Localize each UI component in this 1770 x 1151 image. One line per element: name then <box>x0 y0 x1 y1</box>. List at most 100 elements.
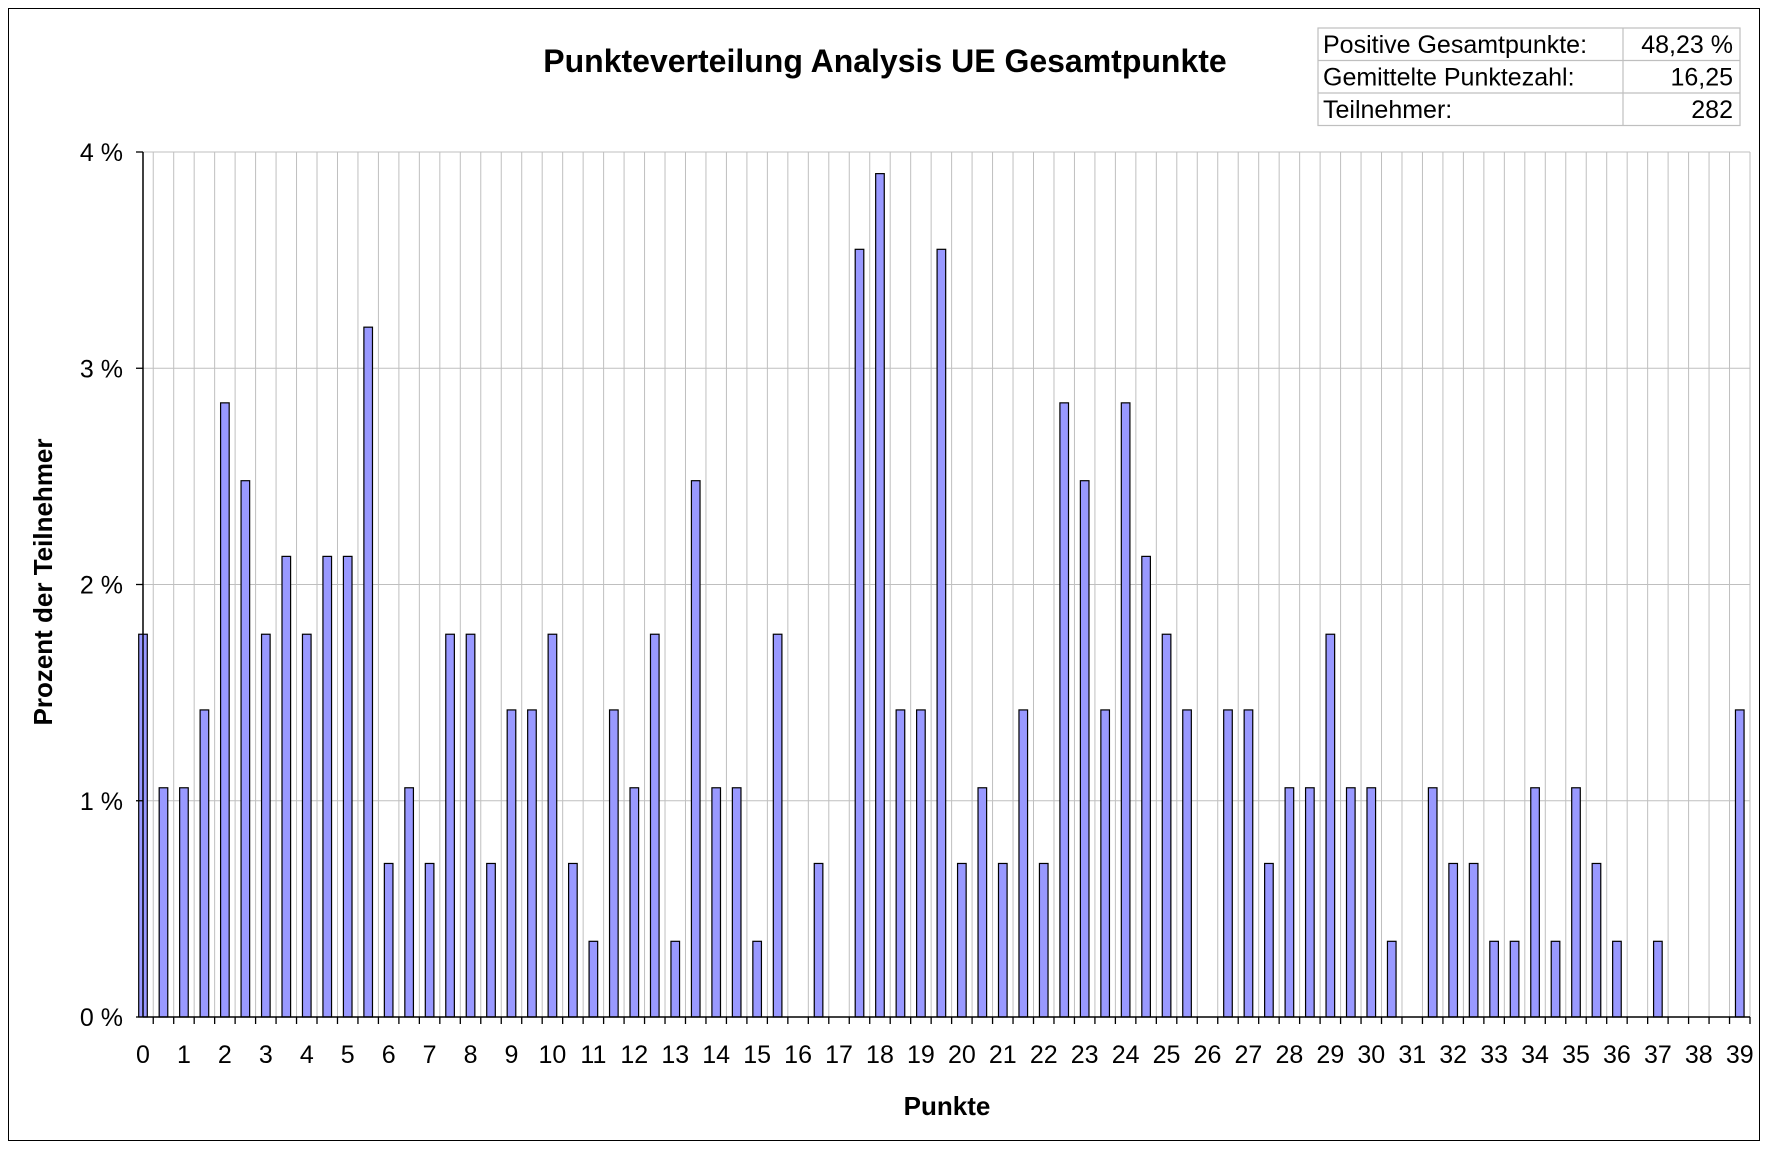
bar <box>1141 555 1151 1018</box>
x-tick-label: 24 <box>1112 1041 1140 1069</box>
x-tick-label: 5 <box>341 1041 355 1069</box>
tick-labels: 0 %1 %2 %3 %4 %0 1 2 3 4 5 6 7 8 9 10 11 12 13 14 15 16 1… <box>80 139 1754 1069</box>
bar <box>1120 402 1131 1018</box>
bars <box>138 173 1745 1018</box>
bar <box>956 862 967 1018</box>
bar <box>936 248 947 1018</box>
x-tick-label: 1 <box>177 1041 191 1069</box>
x-tick-label: 13 <box>661 1041 689 1069</box>
bar <box>1284 787 1295 1018</box>
bar <box>670 940 681 1018</box>
x-tick-label: 7 <box>423 1041 437 1069</box>
y-axis-title: Prozent der Teilnehmer <box>28 438 58 725</box>
bar <box>711 787 722 1018</box>
x-tick-label: 28 <box>1275 1041 1303 1069</box>
x-tick-label: 37 <box>1644 1041 1672 1069</box>
chart-title: Punkteverteilung Analysis UE Gesamtpunkt… <box>543 43 1226 79</box>
stats-value: 282 <box>1691 96 1733 124</box>
x-tick-label: 22 <box>1030 1041 1058 1069</box>
bar <box>1182 709 1192 1018</box>
stats-table-border <box>1317 27 1741 127</box>
bar <box>690 480 701 1018</box>
stats-value: 16,25 <box>1670 64 1733 92</box>
bar <box>1345 787 1356 1018</box>
bar <box>649 633 660 1018</box>
bar <box>527 709 537 1018</box>
x-tick-label: 30 <box>1357 1041 1385 1069</box>
bar <box>1366 787 1377 1018</box>
y-tick-label: 1 % <box>80 788 123 816</box>
x-tick-label: 0 <box>136 1041 150 1069</box>
x-tick-label: 2 <box>218 1041 232 1069</box>
bar <box>1161 633 1172 1018</box>
x-tick-label: 31 <box>1398 1041 1426 1069</box>
axes <box>136 151 1751 1024</box>
bar <box>506 709 517 1018</box>
y-tick-label: 0 % <box>80 1004 123 1032</box>
bar <box>1079 480 1090 1018</box>
x-tick-label: 38 <box>1685 1041 1713 1069</box>
bar <box>854 248 865 1018</box>
x-tick-label: 20 <box>948 1041 976 1069</box>
bar <box>199 709 210 1018</box>
bar <box>404 787 415 1018</box>
x-tick-label: 18 <box>866 1041 894 1069</box>
bar <box>1509 940 1520 1018</box>
x-tick-label: 17 <box>825 1041 853 1069</box>
bar <box>1304 787 1315 1018</box>
bar <box>424 862 435 1018</box>
x-tick-label: 15 <box>743 1041 771 1069</box>
x-tick-label: 25 <box>1153 1041 1181 1069</box>
bar <box>1059 402 1070 1018</box>
bar <box>1468 862 1479 1018</box>
bar <box>158 787 169 1018</box>
x-tick-label: 39 <box>1726 1041 1754 1069</box>
stats-label: Positive Gesamtpunkte: <box>1323 31 1587 59</box>
bar <box>1550 940 1561 1018</box>
x-tick-label: 8 <box>464 1041 478 1069</box>
bar <box>1386 940 1397 1018</box>
stats-label: Gemittelte Punktezahl: <box>1323 64 1575 92</box>
bar <box>1038 862 1049 1018</box>
bar <box>567 862 578 1018</box>
x-tick-label: 14 <box>702 1041 730 1069</box>
bar <box>752 940 763 1018</box>
x-tick-label: 33 <box>1480 1041 1508 1069</box>
y-tick-label: 2 % <box>80 572 123 600</box>
x-tick-label: 35 <box>1562 1041 1590 1069</box>
x-tick-label: 4 <box>300 1041 314 1069</box>
bar <box>1489 940 1500 1018</box>
stats-value: 48,23 % <box>1641 31 1733 59</box>
bar <box>301 633 312 1018</box>
x-tick-label: 3 <box>259 1041 273 1069</box>
bar <box>219 402 230 1018</box>
bar <box>772 633 783 1018</box>
bar <box>1243 709 1254 1018</box>
bar <box>588 940 599 1018</box>
bar <box>1100 709 1111 1018</box>
bar <box>383 862 394 1018</box>
x-tick-label: 32 <box>1439 1041 1467 1069</box>
x-tick-label: 6 <box>382 1041 396 1069</box>
x-tick-label: 29 <box>1316 1041 1344 1069</box>
x-tick-label: 11 <box>580 1041 606 1069</box>
bar <box>281 555 292 1018</box>
bar <box>1223 709 1233 1018</box>
bar <box>547 633 558 1018</box>
bar <box>895 709 906 1018</box>
bar <box>1734 709 1745 1018</box>
stats-table: Positive Gesamtpunkte: 48,23 % Gemittelte … <box>1317 27 1741 127</box>
bar <box>1448 862 1459 1018</box>
x-tick-label: 23 <box>1071 1041 1099 1069</box>
grid <box>143 151 1751 1017</box>
x-tick-label: 21 <box>989 1041 1017 1069</box>
x-tick-label: 27 <box>1235 1041 1263 1069</box>
y-tick-label: 3 % <box>80 355 123 383</box>
x-tick-label: 26 <box>1194 1041 1222 1069</box>
bar <box>363 326 374 1018</box>
bar <box>1571 787 1581 1018</box>
stats-label: Teilnehmer: <box>1323 96 1452 124</box>
bar <box>916 709 926 1018</box>
x-tick-label: 9 <box>505 1041 519 1069</box>
